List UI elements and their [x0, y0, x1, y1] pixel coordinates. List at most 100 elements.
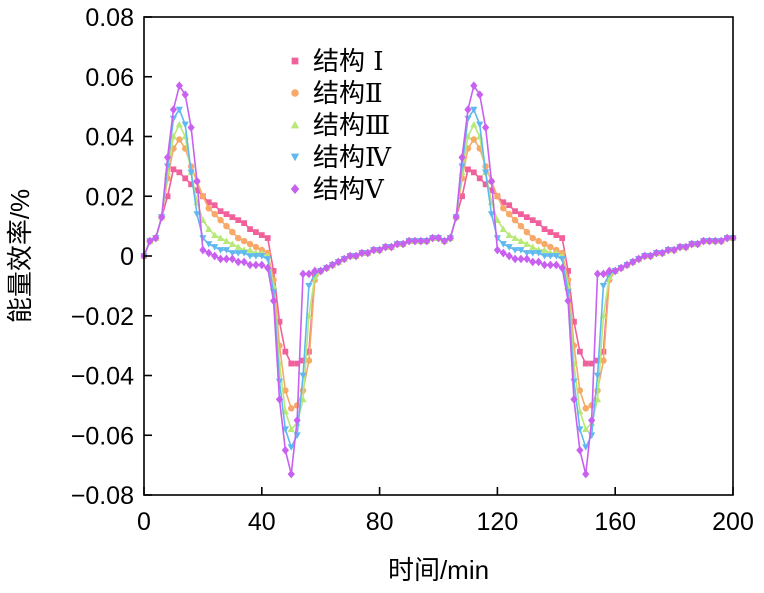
series-5-point [711, 236, 719, 246]
series-2-point [517, 222, 525, 230]
series-5-point [423, 236, 431, 246]
series-5-point [482, 123, 490, 132]
series-2 [140, 136, 737, 412]
series-1-point [247, 226, 253, 232]
series-5-point [658, 248, 666, 258]
series-1-point [459, 193, 465, 200]
series-5-point [476, 90, 484, 99]
series-1-point [465, 166, 471, 173]
series-5-point [358, 248, 366, 258]
series-1-point [518, 211, 524, 218]
series-5-point [434, 233, 443, 243]
series-1-point [264, 235, 271, 241]
series-4-point [517, 247, 525, 254]
series-5-point [599, 269, 608, 279]
series-4-point [511, 247, 519, 254]
series-1-point [223, 211, 230, 218]
series-4-point [464, 115, 472, 123]
series-5-point [322, 263, 331, 273]
series-3-point [511, 234, 519, 241]
series-5-point [570, 395, 578, 404]
legend-marker-5 [290, 183, 300, 195]
series-5-point [376, 245, 384, 255]
series-5-point [370, 245, 378, 255]
series-2-point [541, 240, 548, 248]
x-tick-label-5: 200 [712, 508, 754, 536]
series-4-point [169, 115, 178, 123]
series-2-point [235, 234, 242, 242]
series-5-point [187, 123, 195, 132]
y-tick-label-7: −0.06 [71, 422, 134, 450]
series-1-point [288, 360, 295, 367]
series-5-point [487, 176, 496, 186]
series-1-point [182, 175, 189, 182]
series-4-point [264, 256, 272, 263]
legend-marker-1 [291, 57, 299, 65]
series-5-point [582, 469, 590, 479]
series-1-point [565, 268, 571, 274]
y-tick-label-0: 0.08 [85, 4, 134, 32]
series-4-point [523, 250, 531, 257]
series-3-point [476, 132, 484, 140]
series-1-point [229, 214, 236, 221]
series-1-point [476, 175, 483, 182]
series-4-point [187, 169, 195, 176]
series-5-point [635, 254, 643, 264]
legend-marker-2 [291, 89, 299, 97]
series-2-point [252, 243, 260, 251]
series-4 [140, 106, 737, 451]
series-5-point [228, 254, 236, 264]
series-2-point [511, 216, 519, 224]
series-4-point [499, 241, 507, 248]
series-3-point [517, 237, 525, 244]
series-2-point [505, 210, 513, 218]
legend-marker-3 [290, 120, 300, 129]
series-5-point [688, 239, 696, 249]
x-axis-title: 时间/min [388, 555, 489, 585]
y-tick-label-6: −0.04 [71, 363, 134, 391]
series-4-point [193, 211, 201, 218]
series-5-point [446, 233, 454, 243]
series-2-point [600, 357, 607, 364]
legend-label-2: 结构Ⅱ [313, 79, 383, 109]
series-4-point [252, 253, 260, 260]
series-1-point [176, 169, 183, 176]
series-4-point [458, 163, 466, 170]
series-5-point [641, 251, 649, 261]
legend-label-1: 结构 Ⅰ [313, 47, 384, 77]
series-4-point [287, 444, 295, 451]
series-5-point [664, 245, 672, 255]
series-4-point [216, 247, 225, 254]
series-1-point [500, 199, 507, 206]
series-5-point [564, 296, 572, 306]
series-5-point [670, 245, 678, 255]
series-3-point [205, 225, 213, 232]
series-2-point [246, 240, 254, 248]
series-1-line [143, 168, 733, 365]
series-3-point [228, 240, 236, 247]
series-1-point [241, 220, 248, 227]
series-5 [140, 81, 737, 479]
series-5-point [452, 212, 460, 222]
series-1-point [205, 199, 212, 206]
series-1-point [170, 166, 177, 173]
series-3-point [287, 425, 295, 433]
x-tick-label-3: 120 [477, 508, 519, 536]
series-4-point [305, 282, 313, 290]
series-1-point [235, 217, 242, 224]
series-5-point [387, 242, 395, 252]
series-2-point [223, 222, 230, 230]
series-3-point [529, 243, 537, 250]
series-3-point [216, 234, 225, 241]
series-5-point [193, 176, 201, 186]
y-tick-label-8: −0.08 [71, 482, 134, 510]
y-tick-label-2: 0.04 [85, 124, 134, 152]
series-1-point [547, 229, 554, 235]
series-1-point [282, 348, 289, 355]
series-5-point [611, 266, 619, 276]
series-1-point [211, 202, 218, 209]
series-3-point [499, 225, 507, 232]
series-3-point [175, 120, 183, 128]
series-4-point [558, 256, 566, 263]
